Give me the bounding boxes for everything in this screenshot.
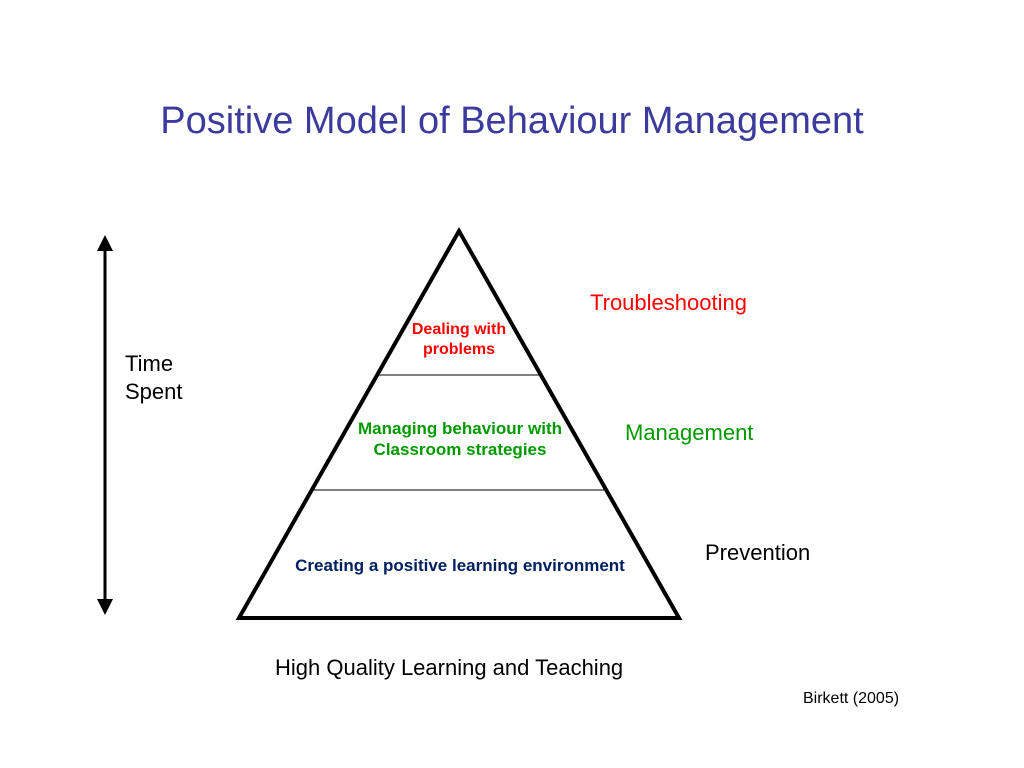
citation: Birkett (2005) <box>803 690 899 708</box>
axis-label-time-spent: TimeSpent <box>125 350 215 405</box>
tier-label-bottom: Creating a positive learning environment <box>280 555 640 576</box>
bottom-caption: High Quality Learning and Teaching <box>275 655 623 681</box>
tier-label-middle: Managing behaviour with Classroom strate… <box>340 418 580 461</box>
time-axis-arrow <box>97 235 113 615</box>
side-label-troubleshooting: Troubleshooting <box>590 290 747 316</box>
side-label-management: Management <box>625 420 753 446</box>
tier-label-top: Dealing with problems <box>395 320 523 360</box>
side-label-prevention: Prevention <box>705 540 810 566</box>
